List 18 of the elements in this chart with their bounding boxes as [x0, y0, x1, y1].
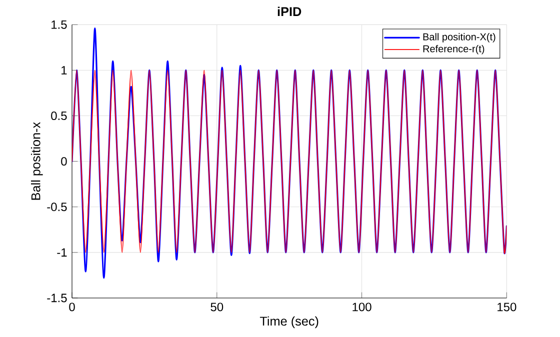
y-tick-label: 0	[61, 157, 67, 166]
legend-label: Ball position-X(t)	[423, 33, 496, 42]
x-tick-label: 50	[210, 302, 224, 312]
legend-label: Reference-r(t)	[423, 44, 484, 54]
y-tick-label: -1	[57, 248, 67, 257]
x-axis-title: Time (sec)	[260, 316, 318, 328]
y-axis-title: Ball position-x	[30, 122, 43, 200]
x-tick-label: 100	[352, 302, 372, 312]
chart-title: iPID	[278, 6, 302, 16]
line-series	[72, 28, 507, 279]
y-tick-label: 1	[62, 66, 67, 74]
x-tick-label: 150	[498, 302, 516, 312]
y-tick-label: -1.5	[47, 294, 67, 302]
x-tick-label: 0	[69, 302, 75, 312]
line-series	[72, 70, 507, 253]
y-tick-label: 1.5	[52, 20, 67, 29]
y-tick-label: 0.5	[51, 112, 67, 120]
y-tick-label: -0.5	[47, 202, 67, 212]
